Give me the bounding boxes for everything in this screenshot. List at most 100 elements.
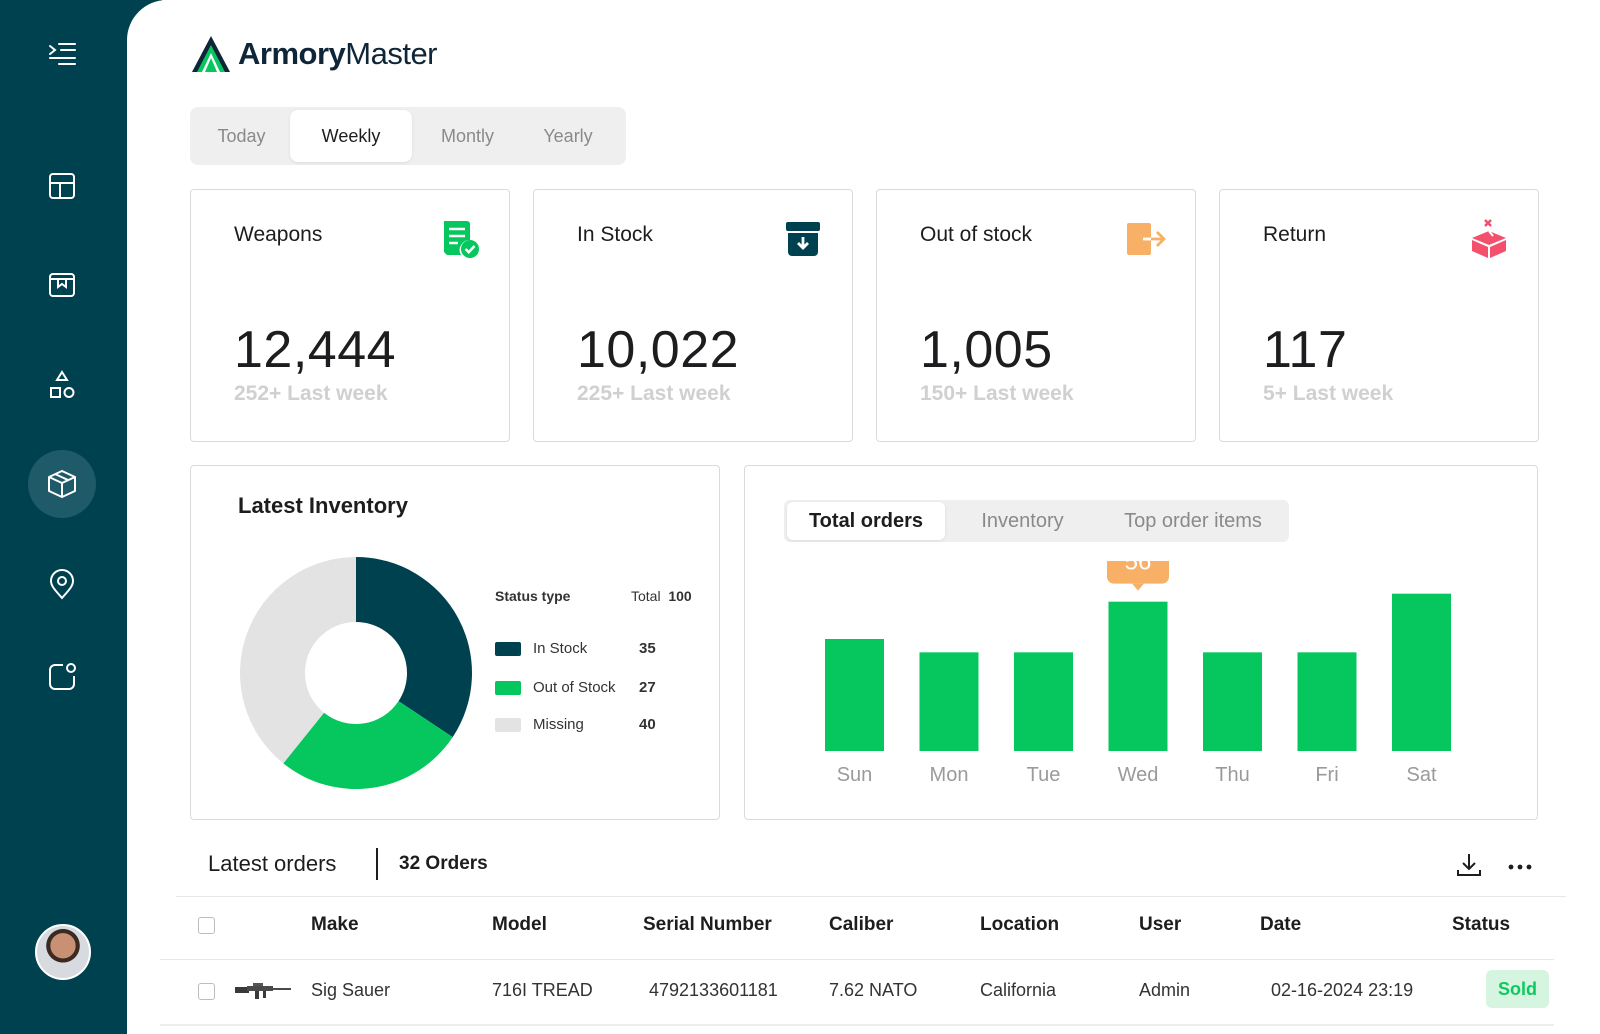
bar-sat[interactable] bbox=[1392, 593, 1451, 751]
inventory-box-icon bbox=[49, 273, 75, 297]
tab-yearly[interactable]: Yearly bbox=[543, 125, 593, 146]
cube-icon bbox=[48, 470, 76, 498]
sidebar-item-locations[interactable] bbox=[28, 551, 96, 619]
column-header-user[interactable]: User bbox=[1139, 914, 1182, 935]
panel-title: Latest Inventory bbox=[238, 493, 408, 518]
column-header-model[interactable]: Model bbox=[492, 914, 547, 935]
user-avatar[interactable] bbox=[35, 924, 91, 980]
divider bbox=[160, 959, 1554, 960]
legend-swatch bbox=[495, 717, 521, 732]
stat-change: 225+ Last week bbox=[577, 382, 731, 405]
tab-inventory[interactable]: Inventory bbox=[981, 509, 1064, 532]
column-header-location[interactable]: Location bbox=[980, 914, 1060, 935]
shapes-icon bbox=[50, 370, 75, 398]
tooltip-value: 56 bbox=[1125, 561, 1152, 576]
cell-user: Admin bbox=[1139, 980, 1191, 1000]
column-header-make[interactable]: Make bbox=[311, 914, 359, 935]
latest-inventory-panel: Latest Inventory Status type Total 100 I… bbox=[190, 465, 720, 820]
x-tick-label: Tue bbox=[1027, 764, 1061, 786]
x-tick-label: Mon bbox=[930, 764, 969, 786]
sidebar-item-notifications[interactable] bbox=[28, 643, 96, 711]
column-header-caliber[interactable]: Caliber bbox=[829, 914, 894, 935]
bar-tooltip: 56 bbox=[1107, 561, 1169, 591]
layout-icon bbox=[49, 173, 75, 199]
legend-header-status: Status type bbox=[495, 588, 571, 604]
tab-total-orders[interactable]: Total orders bbox=[787, 502, 945, 540]
notification-app-icon bbox=[49, 663, 76, 690]
stat-title: Weapons bbox=[234, 223, 323, 246]
stat-card-out-of-stock[interactable]: Out of stock 1,005 150+ Last week bbox=[876, 189, 1196, 442]
cell-date: 02-16-2024 23:19 bbox=[1271, 980, 1414, 1000]
stat-title: In Stock bbox=[577, 223, 653, 246]
more-options-icon[interactable] bbox=[1505, 850, 1535, 880]
orders-bar-chart: Sun Mon Tue Wed 56 Thu Fri Sat bbox=[825, 561, 1451, 786]
inventory-donut-chart bbox=[240, 557, 472, 789]
cell-make: Sig Sauer bbox=[311, 980, 391, 1000]
cell-caliber: 7.62 NATO bbox=[829, 980, 918, 1000]
sidebar-item-dashboard[interactable] bbox=[28, 152, 96, 220]
weapon-license-icon bbox=[444, 221, 479, 258]
donut-slice-in-stock bbox=[356, 557, 472, 738]
legend-item: In Stock 35 bbox=[495, 640, 656, 657]
return-box-icon bbox=[1472, 219, 1506, 258]
tab-today[interactable]: Today bbox=[217, 125, 266, 146]
cell-serial: 4792133601181 bbox=[649, 980, 778, 1000]
download-icon[interactable] bbox=[1454, 850, 1484, 880]
donut-slice-out-of-stock bbox=[283, 701, 453, 789]
menu-collapse-icon bbox=[49, 43, 76, 65]
stat-title: Return bbox=[1263, 223, 1327, 246]
rifle-thumbnail-icon bbox=[235, 983, 291, 999]
sidebar-item-inventory[interactable] bbox=[28, 250, 96, 318]
orders-title: Latest orders bbox=[208, 851, 337, 876]
stat-card-weapons[interactable]: Weapons 12,444 252+ Last week bbox=[190, 189, 510, 442]
tab-monthly[interactable]: Montly bbox=[440, 125, 494, 146]
column-header-serial[interactable]: Serial Number bbox=[643, 914, 772, 935]
stat-card-return[interactable]: Return 117 5+ Last week bbox=[1219, 189, 1539, 442]
cell-model: 716I TREAD bbox=[492, 980, 593, 1000]
bar-sun[interactable] bbox=[825, 639, 884, 751]
sidebar-item-products[interactable] bbox=[28, 450, 96, 518]
stat-card-in-stock[interactable]: In Stock 10,022 225+ Last week bbox=[533, 189, 853, 442]
stat-value: 10,022 bbox=[577, 321, 740, 379]
x-tick-label: Sat bbox=[1406, 764, 1436, 786]
column-header-date[interactable]: Date bbox=[1260, 914, 1302, 935]
stat-change: 252+ Last week bbox=[234, 382, 388, 405]
column-header-status[interactable]: Status bbox=[1452, 914, 1511, 935]
app-name: ArmoryMaster bbox=[238, 36, 438, 71]
stat-change: 150+ Last week bbox=[920, 382, 1074, 405]
tab-weekly[interactable]: Weekly bbox=[290, 110, 412, 162]
row-checkbox[interactable] bbox=[198, 983, 215, 1000]
orders-count: 32 Orders bbox=[399, 853, 488, 874]
divider bbox=[176, 896, 1566, 897]
bar-fri[interactable] bbox=[1297, 652, 1357, 751]
donut-slice-missing bbox=[240, 557, 356, 764]
x-tick-label: Thu bbox=[1215, 764, 1249, 786]
bar-wed[interactable] bbox=[1108, 601, 1168, 751]
bar-mon[interactable] bbox=[919, 652, 979, 751]
legend-swatch bbox=[495, 641, 521, 656]
menu-collapse-button[interactable] bbox=[28, 20, 96, 88]
exit-arrow-icon bbox=[1127, 223, 1166, 255]
status-badge: Sold bbox=[1486, 970, 1549, 1008]
stat-change: 5+ Last week bbox=[1263, 382, 1394, 405]
legend-swatch bbox=[495, 680, 521, 695]
x-tick-label: Sun bbox=[837, 764, 873, 786]
stat-value: 117 bbox=[1263, 321, 1348, 379]
legend-header-total: Total 100 bbox=[631, 588, 692, 604]
bar-tue[interactable] bbox=[1014, 652, 1073, 751]
cell-location: California bbox=[980, 980, 1057, 1000]
tab-top-order-items[interactable]: Top order items bbox=[1124, 509, 1262, 532]
legend-item: Missing 40 bbox=[495, 716, 656, 733]
chart-tabs: Total orders Inventory Top order items bbox=[784, 500, 1289, 542]
app-logo: ArmoryMaster bbox=[192, 36, 438, 72]
bar-thu[interactable] bbox=[1203, 652, 1262, 751]
divider bbox=[376, 848, 378, 880]
stat-value: 1,005 bbox=[920, 321, 1053, 379]
sidebar-item-categories[interactable] bbox=[28, 351, 96, 419]
stat-title: Out of stock bbox=[920, 223, 1033, 246]
x-tick-label: Fri bbox=[1315, 764, 1338, 786]
armory-logo-icon bbox=[192, 36, 230, 72]
select-all-checkbox[interactable] bbox=[198, 917, 215, 934]
legend-item: Out of Stock 27 bbox=[495, 679, 656, 696]
